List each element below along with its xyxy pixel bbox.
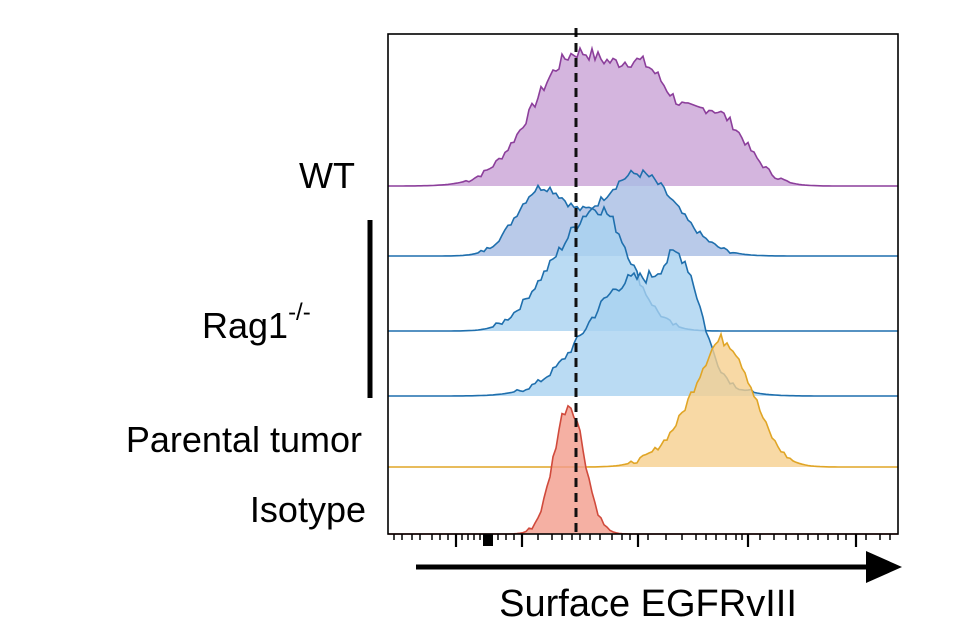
- histogram-traces: [388, 45, 898, 535]
- histogram-area-1: [388, 170, 898, 256]
- histogram-outline-1: [388, 168, 898, 257]
- histogram-area-5: [388, 405, 898, 534]
- label-wt: WT: [299, 155, 355, 196]
- label-rag1-base: Rag1: [202, 305, 288, 346]
- histogram-series-3: [388, 249, 898, 397]
- histogram-area-3: [388, 249, 898, 396]
- x-axis-arrow-head: [866, 551, 902, 583]
- label-rag1-superscript: -/-: [288, 299, 311, 326]
- x-axis-label: Surface EGFRvIII: [499, 583, 797, 625]
- histogram-series-0: [388, 45, 898, 187]
- histogram-outline-0: [388, 45, 898, 187]
- histogram-outline-5: [388, 404, 898, 535]
- label-isotype: Isotype: [250, 489, 366, 530]
- x-axis-ticks: [393, 534, 891, 547]
- histogram-outline-4: [388, 331, 898, 468]
- histogram-outline-3: [388, 249, 898, 397]
- histogram-series-5: [388, 404, 898, 535]
- x-dense-tick-block: [483, 534, 493, 546]
- label-parental-tumor: Parental tumor: [126, 419, 362, 460]
- histogram-area-0: [388, 48, 898, 186]
- plot-frame: [387, 33, 899, 535]
- histogram-series-1: [388, 168, 898, 257]
- label-rag1: Rag1-/-: [202, 299, 311, 346]
- histogram-series-4: [388, 331, 898, 468]
